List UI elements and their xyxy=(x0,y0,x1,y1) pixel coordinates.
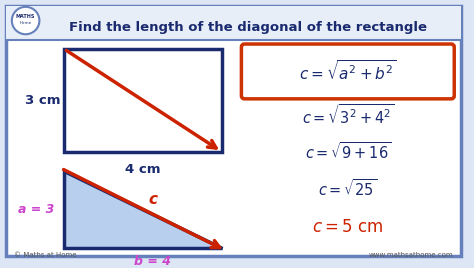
Text: $c = \sqrt{25}$: $c = \sqrt{25}$ xyxy=(318,178,377,199)
Text: Find the length of the diagonal of the rectangle: Find the length of the diagonal of the r… xyxy=(69,21,427,34)
Text: $c = \sqrt{a^2 + b^2}$: $c = \sqrt{a^2 + b^2}$ xyxy=(299,59,397,83)
Circle shape xyxy=(12,7,39,34)
Text: $c = 5\ \mathrm{cm}$: $c = 5\ \mathrm{cm}$ xyxy=(312,218,383,236)
Text: a = 3: a = 3 xyxy=(18,203,55,216)
Text: www.mathsathome.com: www.mathsathome.com xyxy=(369,252,453,258)
Text: 4 cm: 4 cm xyxy=(125,163,161,176)
FancyBboxPatch shape xyxy=(6,6,461,256)
Text: MATHS: MATHS xyxy=(16,14,35,19)
FancyBboxPatch shape xyxy=(241,44,454,99)
Polygon shape xyxy=(64,171,222,248)
Text: $c = \sqrt{9 + 16}$: $c = \sqrt{9 + 16}$ xyxy=(305,141,391,162)
Text: c: c xyxy=(148,192,157,207)
Text: 3 cm: 3 cm xyxy=(25,94,60,107)
FancyBboxPatch shape xyxy=(6,6,461,40)
Polygon shape xyxy=(64,49,222,152)
Text: Home: Home xyxy=(19,21,32,25)
Text: © Maths at Home: © Maths at Home xyxy=(14,252,76,258)
Text: $c = \sqrt{3^2 + 4^2}$: $c = \sqrt{3^2 + 4^2}$ xyxy=(301,103,394,127)
Text: b = 4: b = 4 xyxy=(134,255,171,268)
